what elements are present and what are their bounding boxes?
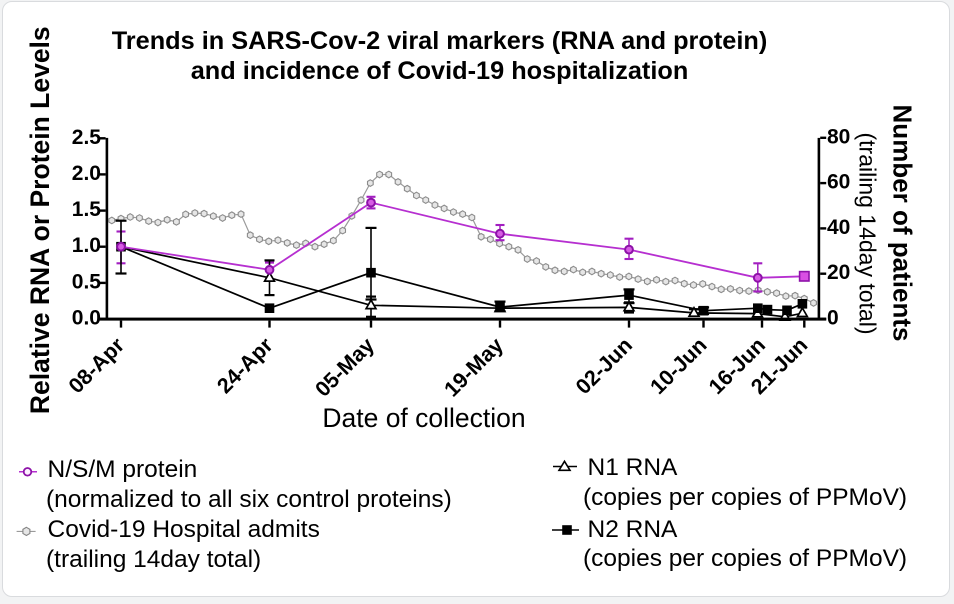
svg-text:20: 20 (827, 261, 850, 284)
svg-text:2.5: 2.5 (72, 126, 102, 149)
svg-text:40: 40 (827, 216, 850, 239)
svg-text:1.0: 1.0 (72, 234, 101, 257)
svg-text:2.0: 2.0 (72, 162, 101, 185)
svg-text:1.5: 1.5 (72, 198, 102, 221)
svg-text:19-May: 19-May (440, 333, 509, 402)
svg-text:80: 80 (827, 125, 850, 148)
svg-text:24-Apr: 24-Apr (212, 333, 278, 399)
svg-text:02-Jun: 02-Jun (571, 333, 637, 399)
svg-text:0: 0 (827, 307, 839, 330)
svg-text:0.0: 0.0 (72, 307, 101, 330)
svg-text:08-Apr: 08-Apr (64, 333, 130, 399)
svg-text:05-May: 05-May (311, 333, 380, 402)
svg-text:60: 60 (827, 171, 850, 194)
svg-text:0.5: 0.5 (72, 270, 102, 293)
svg-text:10-Jun: 10-Jun (646, 333, 712, 399)
